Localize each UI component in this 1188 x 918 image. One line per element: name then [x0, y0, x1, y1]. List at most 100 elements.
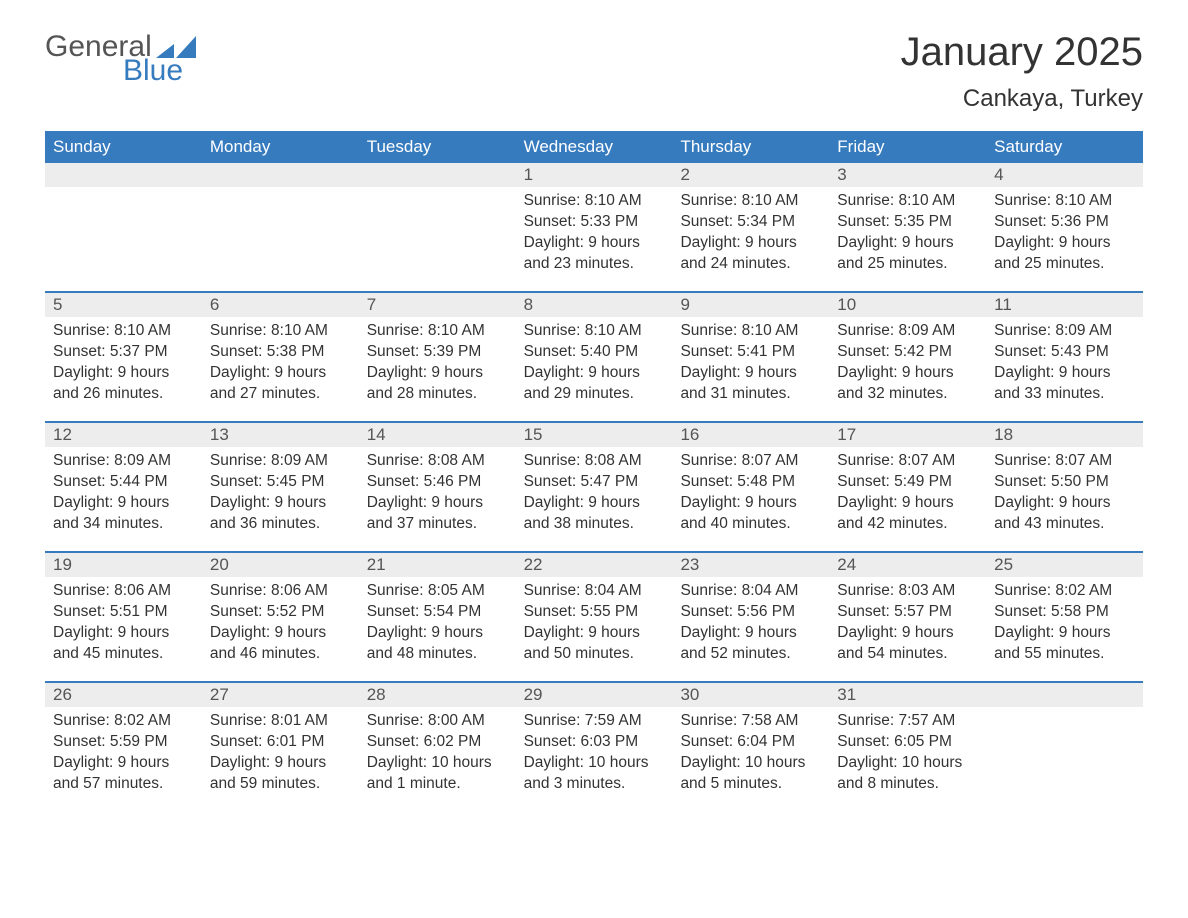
daylight-text: Daylight: 9 hours and 25 minutes. [837, 233, 978, 275]
day-number: 19 [45, 553, 202, 577]
day-number: 24 [829, 553, 986, 577]
day-number: 26 [45, 683, 202, 707]
daylight-text: Daylight: 9 hours and 33 minutes. [994, 363, 1135, 405]
day-cell: 29Sunrise: 7:59 AMSunset: 6:03 PMDayligh… [516, 683, 673, 811]
day-content [202, 187, 359, 199]
daylight-text: Daylight: 9 hours and 24 minutes. [680, 233, 821, 275]
week-row: 5Sunrise: 8:10 AMSunset: 5:37 PMDaylight… [45, 291, 1143, 421]
sunrise-text: Sunrise: 8:06 AM [53, 581, 194, 602]
day-cell: 17Sunrise: 8:07 AMSunset: 5:49 PMDayligh… [829, 423, 986, 551]
week-row: 19Sunrise: 8:06 AMSunset: 5:51 PMDayligh… [45, 551, 1143, 681]
day-number: 4 [986, 163, 1143, 187]
day-content: Sunrise: 8:01 AMSunset: 6:01 PMDaylight:… [202, 707, 359, 803]
sunrise-text: Sunrise: 8:07 AM [994, 451, 1135, 472]
day-cell: 10Sunrise: 8:09 AMSunset: 5:42 PMDayligh… [829, 293, 986, 421]
daylight-text: Daylight: 10 hours and 5 minutes. [680, 753, 821, 795]
day-cell: 7Sunrise: 8:10 AMSunset: 5:39 PMDaylight… [359, 293, 516, 421]
sunrise-text: Sunrise: 8:10 AM [53, 321, 194, 342]
day-number: 25 [986, 553, 1143, 577]
day-number: 15 [516, 423, 673, 447]
sunset-text: Sunset: 5:47 PM [524, 472, 665, 493]
day-number: 28 [359, 683, 516, 707]
sunset-text: Sunset: 5:37 PM [53, 342, 194, 363]
day-cell: 8Sunrise: 8:10 AMSunset: 5:40 PMDaylight… [516, 293, 673, 421]
day-number: 31 [829, 683, 986, 707]
daylight-text: Daylight: 9 hours and 42 minutes. [837, 493, 978, 535]
sunrise-text: Sunrise: 8:00 AM [367, 711, 508, 732]
daylight-text: Daylight: 9 hours and 29 minutes. [524, 363, 665, 405]
day-content [359, 187, 516, 199]
day-cell: 15Sunrise: 8:08 AMSunset: 5:47 PMDayligh… [516, 423, 673, 551]
day-number: 12 [45, 423, 202, 447]
day-number: 10 [829, 293, 986, 317]
day-cell: 20Sunrise: 8:06 AMSunset: 5:52 PMDayligh… [202, 553, 359, 681]
day-cell [359, 163, 516, 291]
sunset-text: Sunset: 5:45 PM [210, 472, 351, 493]
sunset-text: Sunset: 5:52 PM [210, 602, 351, 623]
daylight-text: Daylight: 9 hours and 23 minutes. [524, 233, 665, 275]
daylight-text: Daylight: 9 hours and 48 minutes. [367, 623, 508, 665]
daylight-text: Daylight: 9 hours and 37 minutes. [367, 493, 508, 535]
day-cell: 27Sunrise: 8:01 AMSunset: 6:01 PMDayligh… [202, 683, 359, 811]
day-content: Sunrise: 8:04 AMSunset: 5:56 PMDaylight:… [672, 577, 829, 673]
day-number: 27 [202, 683, 359, 707]
sunrise-text: Sunrise: 8:10 AM [837, 191, 978, 212]
sunset-text: Sunset: 5:41 PM [680, 342, 821, 363]
sunset-text: Sunset: 5:58 PM [994, 602, 1135, 623]
daylight-text: Daylight: 9 hours and 40 minutes. [680, 493, 821, 535]
sunrise-text: Sunrise: 8:01 AM [210, 711, 351, 732]
day-content: Sunrise: 8:06 AMSunset: 5:52 PMDaylight:… [202, 577, 359, 673]
sunset-text: Sunset: 6:01 PM [210, 732, 351, 753]
sunrise-text: Sunrise: 8:09 AM [53, 451, 194, 472]
daylight-text: Daylight: 9 hours and 46 minutes. [210, 623, 351, 665]
daylight-text: Daylight: 10 hours and 3 minutes. [524, 753, 665, 795]
day-header: Thursday [672, 131, 829, 163]
sunrise-text: Sunrise: 8:06 AM [210, 581, 351, 602]
sunset-text: Sunset: 5:56 PM [680, 602, 821, 623]
daylight-text: Daylight: 9 hours and 27 minutes. [210, 363, 351, 405]
sunset-text: Sunset: 5:40 PM [524, 342, 665, 363]
day-content: Sunrise: 8:02 AMSunset: 5:59 PMDaylight:… [45, 707, 202, 803]
day-cell: 22Sunrise: 8:04 AMSunset: 5:55 PMDayligh… [516, 553, 673, 681]
daylight-text: Daylight: 9 hours and 28 minutes. [367, 363, 508, 405]
sunrise-text: Sunrise: 7:59 AM [524, 711, 665, 732]
day-number: 14 [359, 423, 516, 447]
daylight-text: Daylight: 9 hours and 55 minutes. [994, 623, 1135, 665]
daylight-text: Daylight: 9 hours and 50 minutes. [524, 623, 665, 665]
day-content: Sunrise: 8:04 AMSunset: 5:55 PMDaylight:… [516, 577, 673, 673]
day-number [986, 683, 1143, 707]
day-content: Sunrise: 8:02 AMSunset: 5:58 PMDaylight:… [986, 577, 1143, 673]
day-number: 17 [829, 423, 986, 447]
sunrise-text: Sunrise: 8:02 AM [994, 581, 1135, 602]
day-content: Sunrise: 8:10 AMSunset: 5:39 PMDaylight:… [359, 317, 516, 413]
sunrise-text: Sunrise: 8:04 AM [524, 581, 665, 602]
day-cell [986, 683, 1143, 811]
day-content: Sunrise: 7:58 AMSunset: 6:04 PMDaylight:… [672, 707, 829, 803]
sunrise-text: Sunrise: 8:09 AM [210, 451, 351, 472]
day-cell: 6Sunrise: 8:10 AMSunset: 5:38 PMDaylight… [202, 293, 359, 421]
sunset-text: Sunset: 5:42 PM [837, 342, 978, 363]
day-header-row: Sunday Monday Tuesday Wednesday Thursday… [45, 131, 1143, 163]
day-content [986, 707, 1143, 719]
sunset-text: Sunset: 6:04 PM [680, 732, 821, 753]
sunset-text: Sunset: 5:51 PM [53, 602, 194, 623]
daylight-text: Daylight: 9 hours and 45 minutes. [53, 623, 194, 665]
sunrise-text: Sunrise: 8:05 AM [367, 581, 508, 602]
sunset-text: Sunset: 5:55 PM [524, 602, 665, 623]
daylight-text: Daylight: 9 hours and 43 minutes. [994, 493, 1135, 535]
day-header: Tuesday [359, 131, 516, 163]
day-content: Sunrise: 8:06 AMSunset: 5:51 PMDaylight:… [45, 577, 202, 673]
sunset-text: Sunset: 5:49 PM [837, 472, 978, 493]
day-cell: 25Sunrise: 8:02 AMSunset: 5:58 PMDayligh… [986, 553, 1143, 681]
sunset-text: Sunset: 5:59 PM [53, 732, 194, 753]
sunset-text: Sunset: 5:35 PM [837, 212, 978, 233]
sunrise-text: Sunrise: 8:10 AM [680, 191, 821, 212]
day-number: 8 [516, 293, 673, 317]
location: Cankaya, Turkey [901, 85, 1143, 113]
day-header: Wednesday [516, 131, 673, 163]
day-content: Sunrise: 8:10 AMSunset: 5:34 PMDaylight:… [672, 187, 829, 283]
sunset-text: Sunset: 5:38 PM [210, 342, 351, 363]
day-cell: 13Sunrise: 8:09 AMSunset: 5:45 PMDayligh… [202, 423, 359, 551]
sunrise-text: Sunrise: 7:58 AM [680, 711, 821, 732]
day-number: 22 [516, 553, 673, 577]
